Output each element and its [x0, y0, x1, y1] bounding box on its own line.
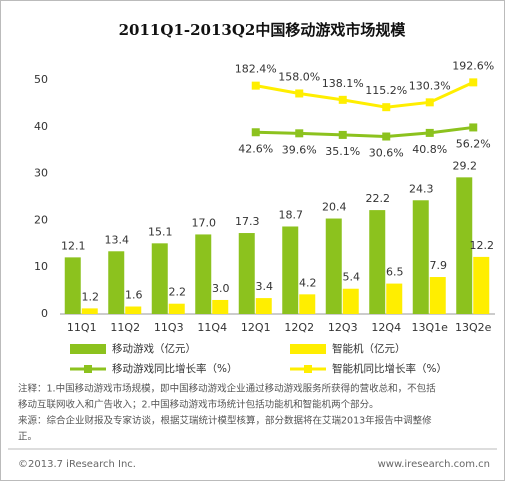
x-tick-label: 11Q1	[67, 321, 97, 334]
legend-label: 智能机同比增长率（%）	[332, 362, 447, 375]
bar	[195, 234, 212, 314]
bar	[151, 243, 168, 314]
line-value-label: 35.1%	[325, 145, 360, 158]
y-tick-label: 20	[34, 213, 48, 226]
line-value-label: 42.6%	[238, 142, 273, 155]
line-marker	[382, 132, 391, 141]
bar	[342, 288, 359, 314]
bar	[64, 257, 81, 314]
line-marker	[251, 81, 260, 90]
bar	[412, 200, 429, 314]
line-marker	[425, 128, 434, 137]
y-tick-label: 0	[41, 307, 48, 320]
chart-title: 2011Q1-2013Q2中国移动游戏市场规模	[119, 21, 407, 39]
bar	[473, 256, 490, 314]
line-value-label: 130.3%	[409, 79, 451, 92]
line-value-label: 56.2%	[456, 137, 491, 150]
bar-value-label: 3.0	[212, 282, 230, 295]
note-line: 移动互联网收入和广告收入；2.中国移动游戏市场统计包括功能机和智能机两个部分。	[18, 399, 379, 411]
line-marker	[338, 95, 347, 104]
bar-value-label: 20.4	[322, 201, 347, 214]
x-tick-label: 13Q2e	[455, 321, 492, 334]
line-marker	[469, 78, 478, 87]
line-value-label: 30.6%	[369, 147, 404, 160]
copyright: ©2013.7 iResearch Inc.	[18, 459, 136, 470]
line-marker	[295, 129, 304, 138]
x-tick-label: 11Q3	[154, 321, 184, 334]
line-series	[255, 125, 474, 139]
line-value-label: 40.8%	[412, 143, 447, 156]
line-value-label: 192.6%	[452, 59, 494, 72]
bar-value-label: 7.9	[430, 259, 448, 272]
bar	[212, 299, 229, 314]
legend-label: 移动游戏（亿元）	[112, 342, 196, 355]
line-value-label: 138.1%	[322, 77, 364, 90]
note-line: 正。	[18, 432, 37, 443]
y-tick-label: 40	[34, 120, 48, 133]
x-tick-label: 11Q4	[197, 321, 227, 334]
bar	[255, 298, 272, 314]
legend-swatch	[84, 365, 92, 373]
bar	[386, 283, 403, 314]
bar-value-label: 3.4	[256, 280, 274, 293]
legend-label: 移动游戏同比增长率（%）	[112, 362, 237, 375]
bar-value-label: 13.4	[105, 233, 130, 246]
bar	[282, 226, 299, 314]
bar	[369, 210, 386, 314]
legend-swatch	[304, 365, 312, 373]
note-line: 来源：综合企业财报及专家访谈，根据艾瑞统计模型核算，部分数据将在艾瑞2013年报…	[18, 415, 432, 427]
line-marker	[469, 123, 478, 132]
bar-value-label: 12.1	[61, 239, 86, 252]
line-marker	[425, 98, 434, 107]
legend-label: 智能机（亿元）	[332, 342, 406, 355]
website: www.iresearch.com.cn	[378, 459, 490, 470]
x-tick-label: 12Q2	[284, 321, 314, 334]
line-marker	[338, 130, 347, 139]
line-marker	[295, 89, 304, 98]
x-tick-label: 12Q4	[371, 321, 401, 334]
legend-swatch	[290, 344, 326, 354]
bar-value-label: 4.2	[299, 276, 317, 289]
legend-swatch	[70, 344, 106, 354]
bar	[125, 306, 142, 314]
bar-value-label: 17.3	[235, 215, 260, 228]
line-series	[255, 81, 474, 109]
bar-value-label: 1.2	[82, 290, 100, 303]
bar	[299, 294, 316, 314]
bar	[81, 308, 98, 314]
bar	[429, 277, 446, 314]
bar	[108, 251, 125, 314]
y-tick-label: 50	[34, 73, 48, 86]
bar-value-label: 5.4	[343, 271, 361, 284]
bar-value-label: 17.0	[192, 216, 217, 229]
x-tick-label: 13Q1e	[412, 321, 449, 334]
bar-value-label: 6.5	[386, 266, 404, 279]
line-value-label: 182.4%	[235, 63, 277, 76]
bar-value-label: 2.2	[169, 286, 187, 299]
bar	[168, 303, 185, 314]
bar-value-label: 18.7	[279, 208, 304, 221]
bar	[456, 177, 473, 314]
bar	[238, 233, 255, 314]
x-tick-label: 12Q3	[328, 321, 358, 334]
line-value-label: 158.0%	[278, 70, 320, 83]
y-tick-label: 10	[34, 260, 48, 273]
x-tick-label: 11Q2	[110, 321, 140, 334]
note-line: 注释：1.中国移动游戏市场规模，即中国移动游戏企业通过移动游戏服务所获得的营收总…	[18, 383, 436, 395]
x-tick-label: 12Q1	[241, 321, 271, 334]
line-value-label: 115.2%	[365, 84, 407, 97]
line-marker	[382, 103, 391, 112]
bar-value-label: 12.2	[470, 239, 495, 252]
y-tick-label: 30	[34, 167, 48, 180]
bar-value-label: 22.2	[366, 192, 391, 205]
line-value-label: 39.6%	[282, 143, 317, 156]
bar-value-label: 15.1	[148, 225, 173, 238]
bar	[325, 218, 342, 314]
bar-value-label: 24.3	[409, 182, 434, 195]
line-marker	[251, 128, 260, 137]
bar-value-label: 1.6	[125, 289, 143, 302]
bar-value-label: 29.2	[453, 159, 478, 172]
